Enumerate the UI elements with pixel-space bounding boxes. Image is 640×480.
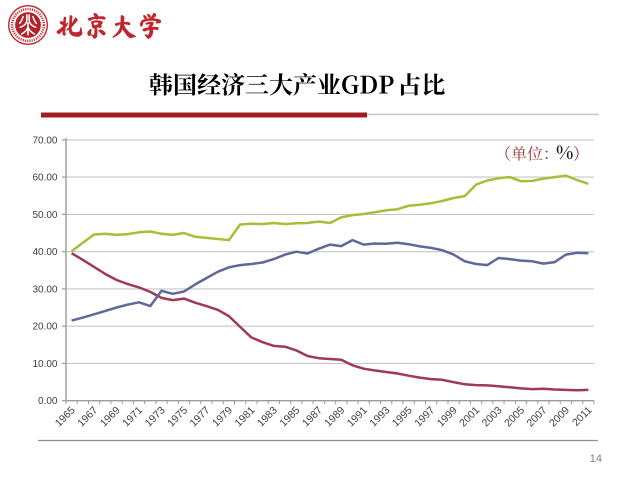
svg-text:30.00: 30.00	[32, 284, 57, 295]
svg-text:70.00: 70.00	[32, 135, 57, 146]
svg-text:14: 14	[590, 453, 602, 465]
svg-text:50.00: 50.00	[32, 210, 57, 221]
svg-text:40.00: 40.00	[32, 247, 57, 258]
svg-text:10.00: 10.00	[32, 359, 57, 370]
svg-text:20.00: 20.00	[32, 322, 57, 333]
svg-text:60.00: 60.00	[32, 173, 57, 184]
svg-text:0.00: 0.00	[38, 396, 58, 407]
